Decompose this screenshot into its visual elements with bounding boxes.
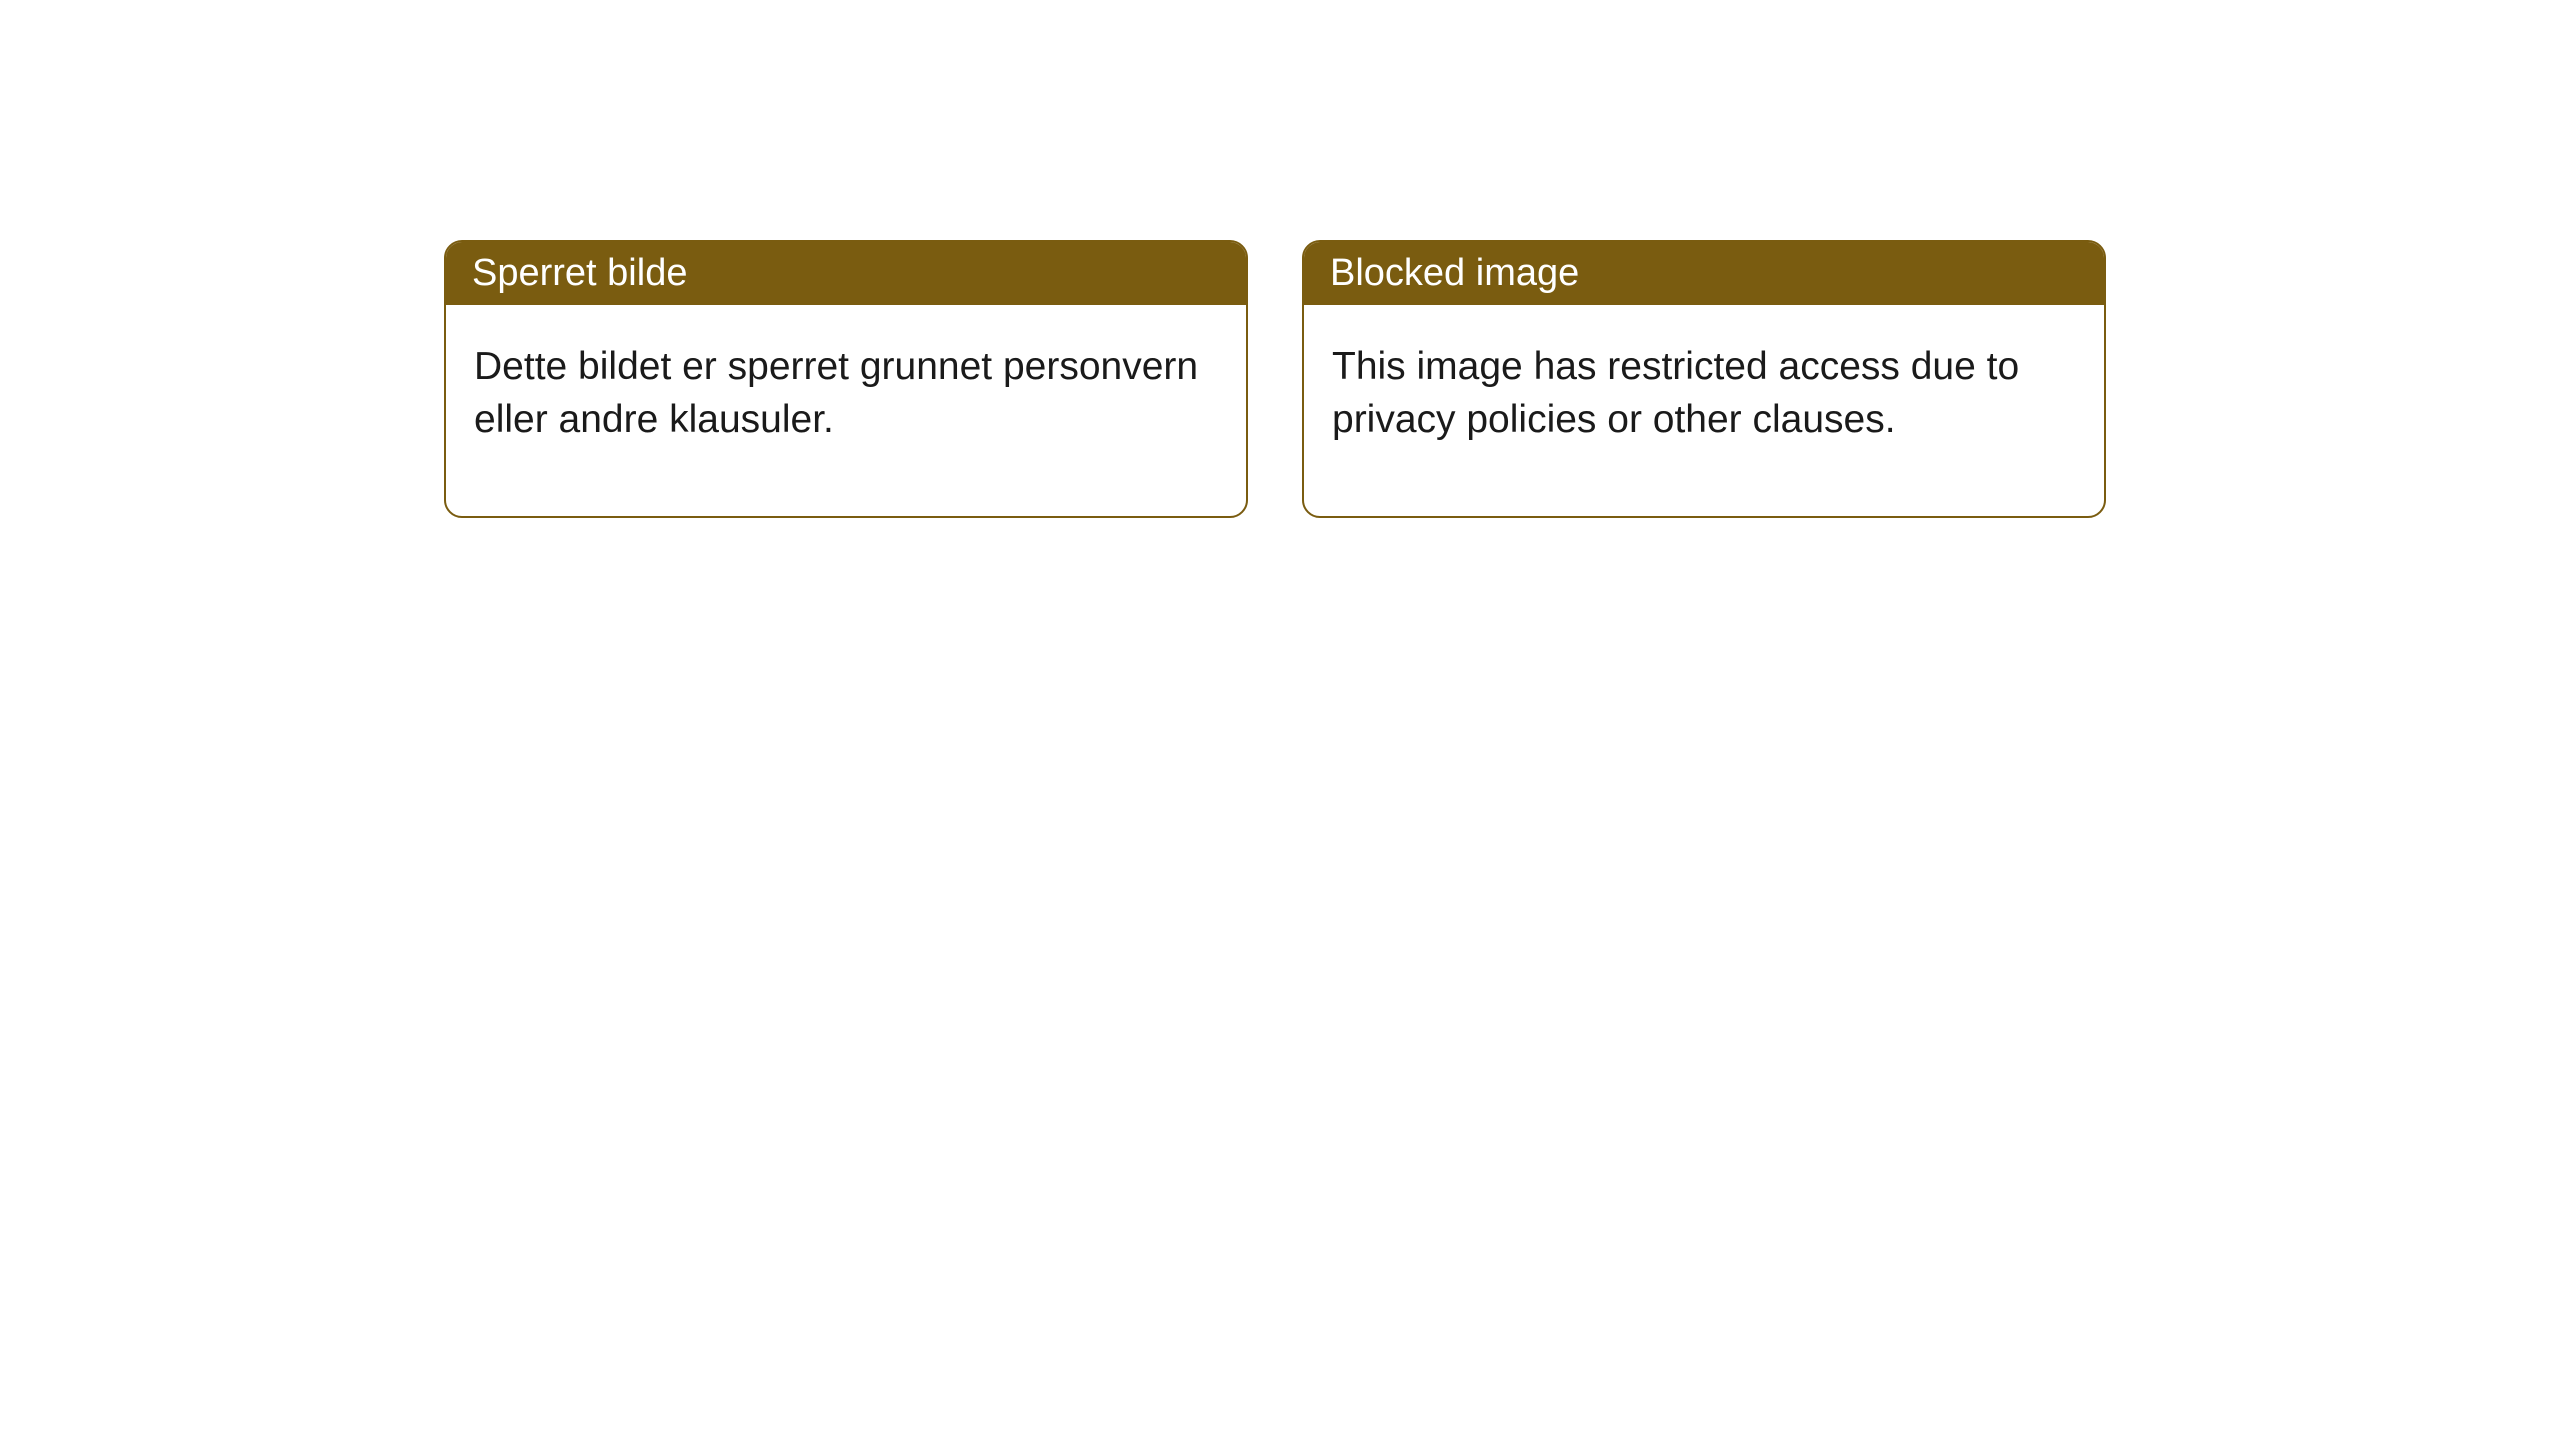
card-body: Dette bildet er sperret grunnet personve…: [446, 305, 1246, 516]
notice-card-container: Sperret bilde Dette bildet er sperret gr…: [0, 0, 2560, 518]
card-title: Blocked image: [1330, 252, 1579, 294]
blocked-image-card-no: Sperret bilde Dette bildet er sperret gr…: [444, 240, 1248, 518]
blocked-image-card-en: Blocked image This image has restricted …: [1302, 240, 2106, 518]
card-header: Sperret bilde: [446, 242, 1246, 305]
card-body-text: This image has restricted access due to …: [1332, 345, 2019, 441]
card-title: Sperret bilde: [472, 252, 687, 294]
card-header: Blocked image: [1304, 242, 2104, 305]
card-body-text: Dette bildet er sperret grunnet personve…: [474, 345, 1198, 441]
card-body: This image has restricted access due to …: [1304, 305, 2104, 516]
